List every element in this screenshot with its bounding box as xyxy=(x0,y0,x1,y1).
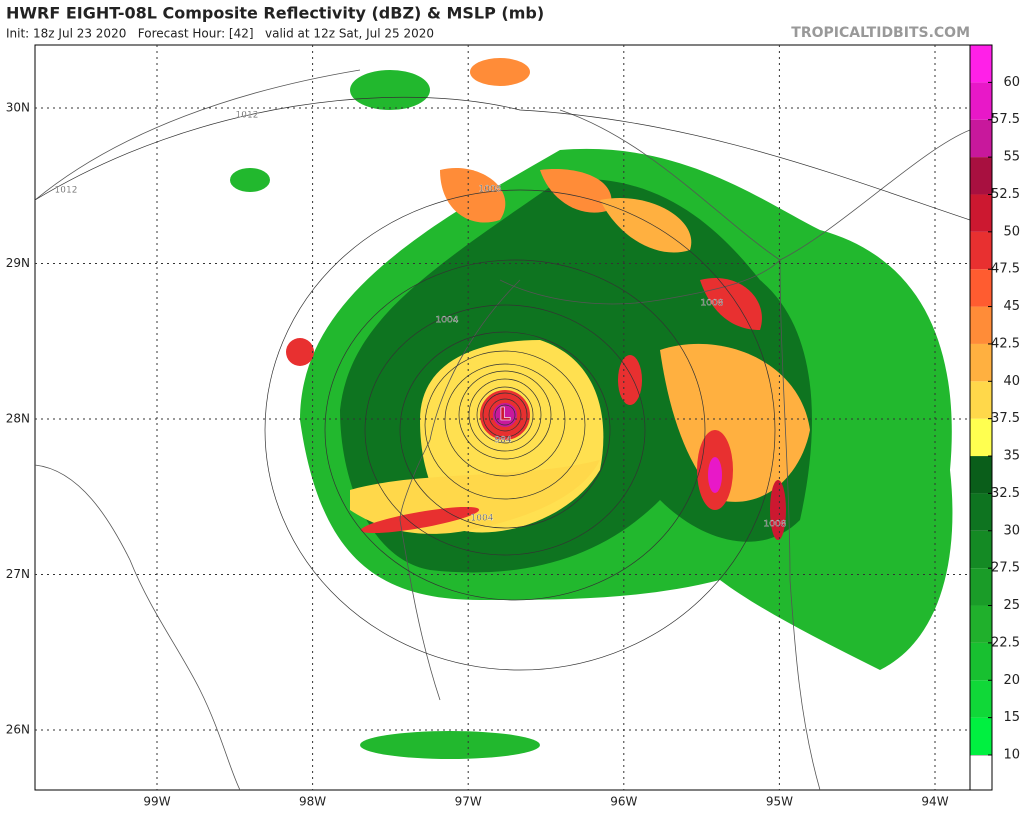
colorbar-label: 45 xyxy=(1003,299,1020,314)
coastlines xyxy=(35,69,970,790)
colorbar-label: 27.5 xyxy=(991,561,1020,576)
colorbar-frame xyxy=(969,44,993,791)
title: HWRF EIGHT-08L Composite Reflectivity (d… xyxy=(6,4,544,23)
isobar-label: 1012 xyxy=(236,111,259,121)
colorbar-segment xyxy=(970,343,992,382)
colorbar-label: 60 xyxy=(1003,75,1020,90)
colorbar-segment xyxy=(970,45,992,83)
colorbar-segment xyxy=(970,381,992,419)
colorbar-label: 42.5 xyxy=(991,336,1020,351)
colorbar-segment xyxy=(970,680,992,718)
site-label: TROPICALTIDBITS.COM xyxy=(791,25,970,41)
colorbar-label: 32.5 xyxy=(991,486,1020,501)
isobar-label: 1008 xyxy=(701,299,724,309)
isobar-label: 1004 xyxy=(471,514,494,524)
colorbar-segment xyxy=(970,418,992,457)
colorbar-segment xyxy=(970,642,992,681)
colorbar-segment xyxy=(970,194,992,232)
low-center: L xyxy=(499,404,510,425)
colorbar-label: 37.5 xyxy=(991,411,1020,426)
colorbar-label: 47.5 xyxy=(991,262,1020,277)
isobar-label: 1008 xyxy=(764,520,787,530)
colorbar-label: 57.5 xyxy=(991,112,1020,127)
colorbar-segment xyxy=(970,119,992,158)
isobar-label: 1012 xyxy=(55,186,78,196)
isobar-label: 1008 xyxy=(479,185,502,195)
colorbar: 10 15 20 22.5 25 27.5 30 32.5 35 37.5 40 42.5 45 47.5… xyxy=(969,44,1020,791)
colorbar-segment xyxy=(970,306,992,344)
lat-label: 30N xyxy=(6,101,30,115)
colorbar-label: 35 xyxy=(1003,449,1020,464)
colorbar-segment xyxy=(970,530,992,569)
lat-label: 26N xyxy=(6,723,30,737)
colorbar-segment xyxy=(970,269,992,307)
lat-label: 29N xyxy=(6,256,30,270)
lon-label: 95W xyxy=(766,795,793,809)
lon-label: 99W xyxy=(143,795,170,809)
isobar-label: 984 xyxy=(494,436,511,446)
colorbar-label: 22.5 xyxy=(991,635,1020,650)
colorbar-label: 15 xyxy=(1003,710,1020,725)
lon-label: 96W xyxy=(610,795,637,809)
lon-label: 97W xyxy=(455,795,482,809)
subtitle: Init: 18z Jul 23 2020 Forecast Hour: [42… xyxy=(6,27,434,41)
colorbar-label: 20 xyxy=(1003,673,1020,688)
colorbar-segment xyxy=(970,231,992,270)
isobars xyxy=(35,96,970,671)
colorbar-label: 10 xyxy=(1003,748,1020,763)
colorbar-segment xyxy=(970,568,992,606)
colorbar-segment xyxy=(970,456,992,494)
colorbar-segment xyxy=(970,82,992,120)
graticule xyxy=(35,45,970,790)
colorbar-label: 55 xyxy=(1003,150,1020,165)
colorbar-label: 30 xyxy=(1003,523,1020,538)
colorbar-label: 40 xyxy=(1003,374,1020,389)
colorbar-segment xyxy=(970,493,992,531)
lat-label: 27N xyxy=(6,567,30,581)
map-layer: L 1012 1012 1008 1008 1004 1004 1008 984 xyxy=(35,45,970,790)
colorbar-label: 25 xyxy=(1003,598,1020,613)
lon-label: 98W xyxy=(299,795,326,809)
lon-label: 94W xyxy=(921,795,948,809)
lat-label: 28N xyxy=(6,412,30,426)
colorbar-label: 52.5 xyxy=(991,187,1020,202)
colorbar-segment xyxy=(970,605,992,643)
colorbar-segment xyxy=(970,157,992,195)
isobar-label: 1004 xyxy=(436,316,459,326)
colorbar-label: 50 xyxy=(1003,224,1020,239)
colorbar-below xyxy=(969,754,993,791)
colorbar-segment xyxy=(970,717,992,755)
